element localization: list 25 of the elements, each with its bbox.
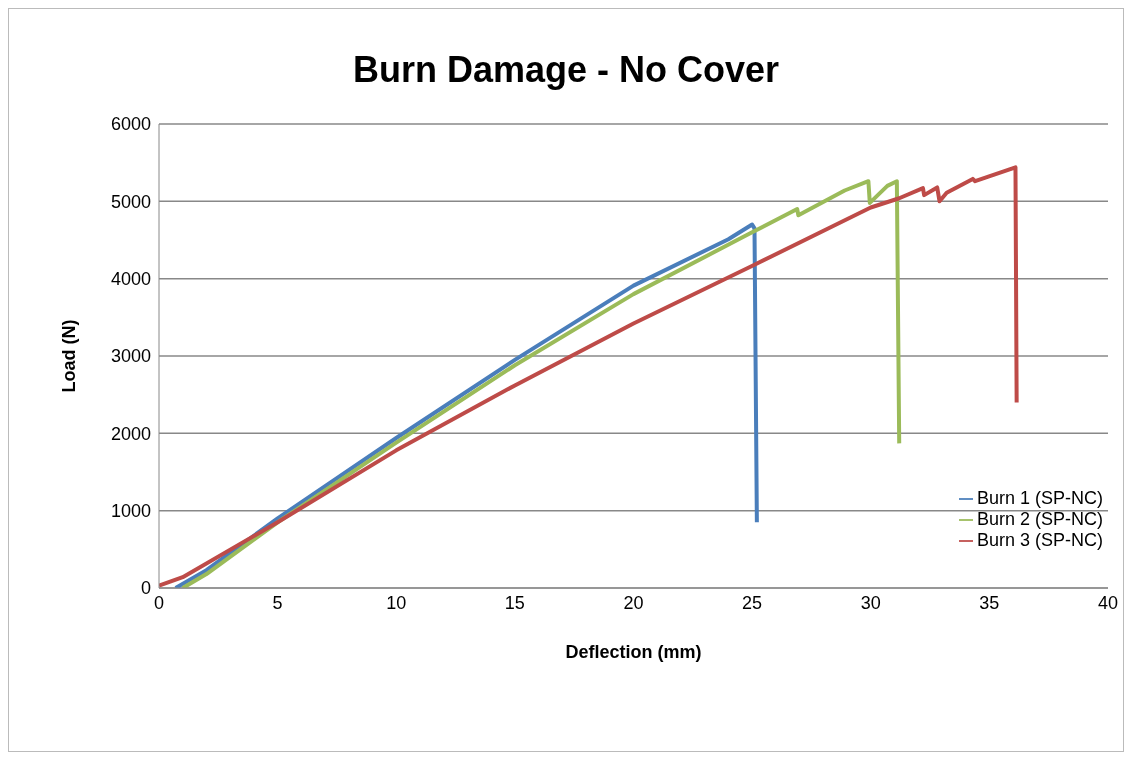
- y-tick-label: 1000: [110, 501, 151, 522]
- x-tick-label: 35: [979, 592, 1000, 613]
- x-tick-label: 25: [742, 592, 763, 613]
- x-tick-label: 15: [504, 592, 525, 613]
- x-tick-label: 40: [1097, 592, 1119, 613]
- x-tick-label: 0: [153, 592, 165, 613]
- x-axis-title: Deflection (mm): [565, 642, 702, 662]
- chart-title: Burn Damage - No Cover: [351, 49, 781, 91]
- y-tick-label: 2000: [110, 423, 151, 444]
- line-series: [180, 179, 902, 588]
- y-tick-label: 4000: [110, 269, 151, 290]
- legend-label: Burn 2 (SP-NC): [976, 509, 1103, 529]
- y-tick-label: 3000: [110, 346, 151, 367]
- legend-label: Burn 1 (SP-NC): [976, 488, 1103, 508]
- x-tick-label: 5: [272, 592, 283, 613]
- x-tick-label: 10: [386, 592, 407, 613]
- line-series: [159, 165, 1019, 588]
- y-tick-label: 6000: [110, 114, 151, 135]
- x-tick-label: 30: [860, 592, 881, 613]
- x-tick-label: 20: [623, 592, 644, 613]
- y-tick-label: 0: [140, 578, 151, 599]
- y-tick-label: 5000: [110, 191, 151, 212]
- legend-label: Burn 3 (SP-NC): [976, 530, 1103, 550]
- line-series: [173, 222, 759, 588]
- y-axis-title: Load (N): [59, 319, 80, 393]
